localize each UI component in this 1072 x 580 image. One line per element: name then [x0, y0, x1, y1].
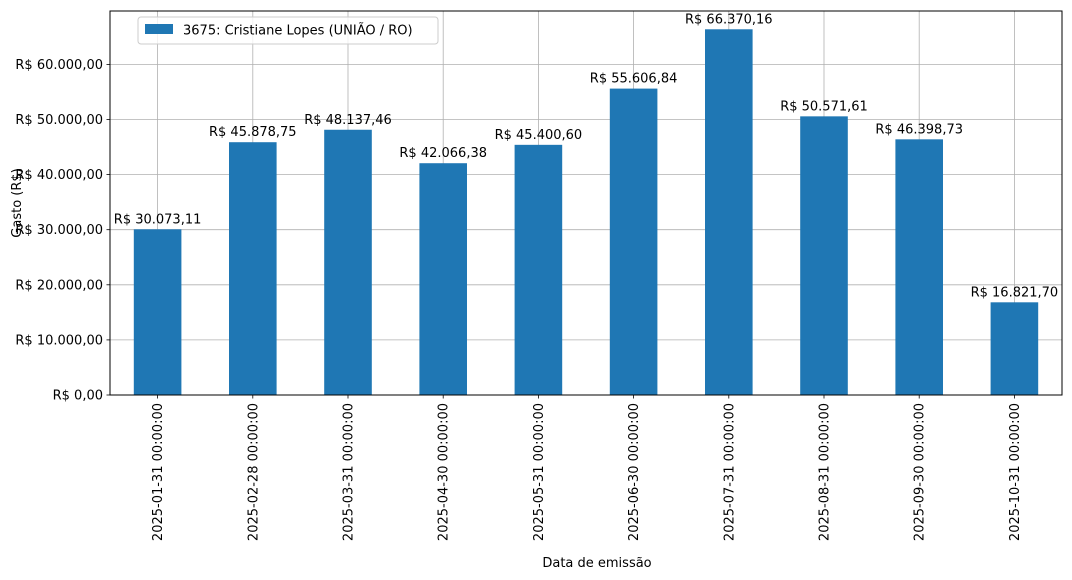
bar	[705, 29, 753, 395]
bar-value-labels: R$ 30.073,11 R$ 45.878,75 R$ 48.137,46 R$ 4…	[114, 12, 1058, 300]
legend-label: 3675: Cristiane Lopes (UNIÃO / RO)	[183, 23, 413, 39]
x-tick-label: 2025-01-31 00:00:00	[151, 403, 166, 541]
bar	[990, 302, 1039, 395]
bar-value-label: R$ 48.137,46	[304, 113, 392, 128]
bar-value-label: R$ 30.073,11	[114, 212, 202, 227]
axes-frame	[109, 10, 1063, 396]
x-tick-label: 2025-03-31 00:00:00	[342, 403, 357, 541]
bar-value-label: R$ 45.400,60	[495, 128, 583, 143]
y-tick-label: R$ 10.000,00	[15, 333, 103, 348]
bar	[609, 88, 658, 396]
y-axis-label: Gasto (R$)	[10, 168, 25, 237]
bar	[800, 116, 848, 395]
bar-value-label: R$ 16.821,70	[971, 285, 1059, 300]
x-tick-label: 2025-06-30 00:00:00	[627, 403, 642, 541]
bar-value-label: R$ 46.398,73	[875, 122, 963, 137]
y-tick-label: R$ 60.000,00	[15, 58, 103, 73]
legend-swatch	[145, 24, 173, 34]
x-tick-label: 2025-09-30 00:00:00	[913, 403, 928, 541]
bar	[229, 142, 277, 395]
bar-value-label: R$ 45.878,75	[209, 125, 297, 140]
bar-value-label: R$ 55.606,84	[590, 72, 678, 87]
x-axis-ticks: 2025-01-31 00:00:00 2025-02-28 00:00:00 20…	[151, 395, 1023, 541]
x-tick-label: 2025-05-31 00:00:00	[532, 403, 547, 541]
x-axis-label: Data de emissão	[542, 556, 651, 571]
y-axis-ticks: R$ 0,00 R$ 10.000,00 R$ 20.000,00 R$ 30.000…	[15, 58, 110, 404]
y-tick-label: R$ 50.000,00	[15, 113, 103, 128]
bars	[133, 29, 1039, 396]
bar	[895, 139, 943, 395]
legend: 3675: Cristiane Lopes (UNIÃO / RO)	[137, 16, 439, 45]
bar	[133, 229, 182, 395]
x-tick-label: 2025-07-31 00:00:00	[722, 403, 737, 541]
bar-value-label: R$ 66.370,16	[685, 12, 773, 27]
y-tick-label: R$ 0,00	[53, 389, 103, 404]
x-tick-label: 2025-08-31 00:00:00	[818, 403, 833, 541]
y-tick-label: R$ 30.000,00	[15, 223, 103, 238]
y-tick-label: R$ 40.000,00	[15, 168, 103, 183]
y-tick-label: R$ 20.000,00	[15, 278, 103, 293]
x-tick-label: 2025-10-31 00:00:00	[1008, 403, 1023, 541]
legend-box	[137, 16, 439, 45]
bar	[419, 163, 467, 395]
bar-value-label: R$ 50.571,61	[780, 99, 868, 114]
x-tick-label: 2025-02-28 00:00:00	[246, 403, 261, 541]
x-tick-label: 2025-04-30 00:00:00	[437, 403, 452, 541]
bar	[514, 144, 563, 395]
bar	[324, 129, 372, 395]
bar-value-label: R$ 42.066,38	[399, 146, 487, 161]
